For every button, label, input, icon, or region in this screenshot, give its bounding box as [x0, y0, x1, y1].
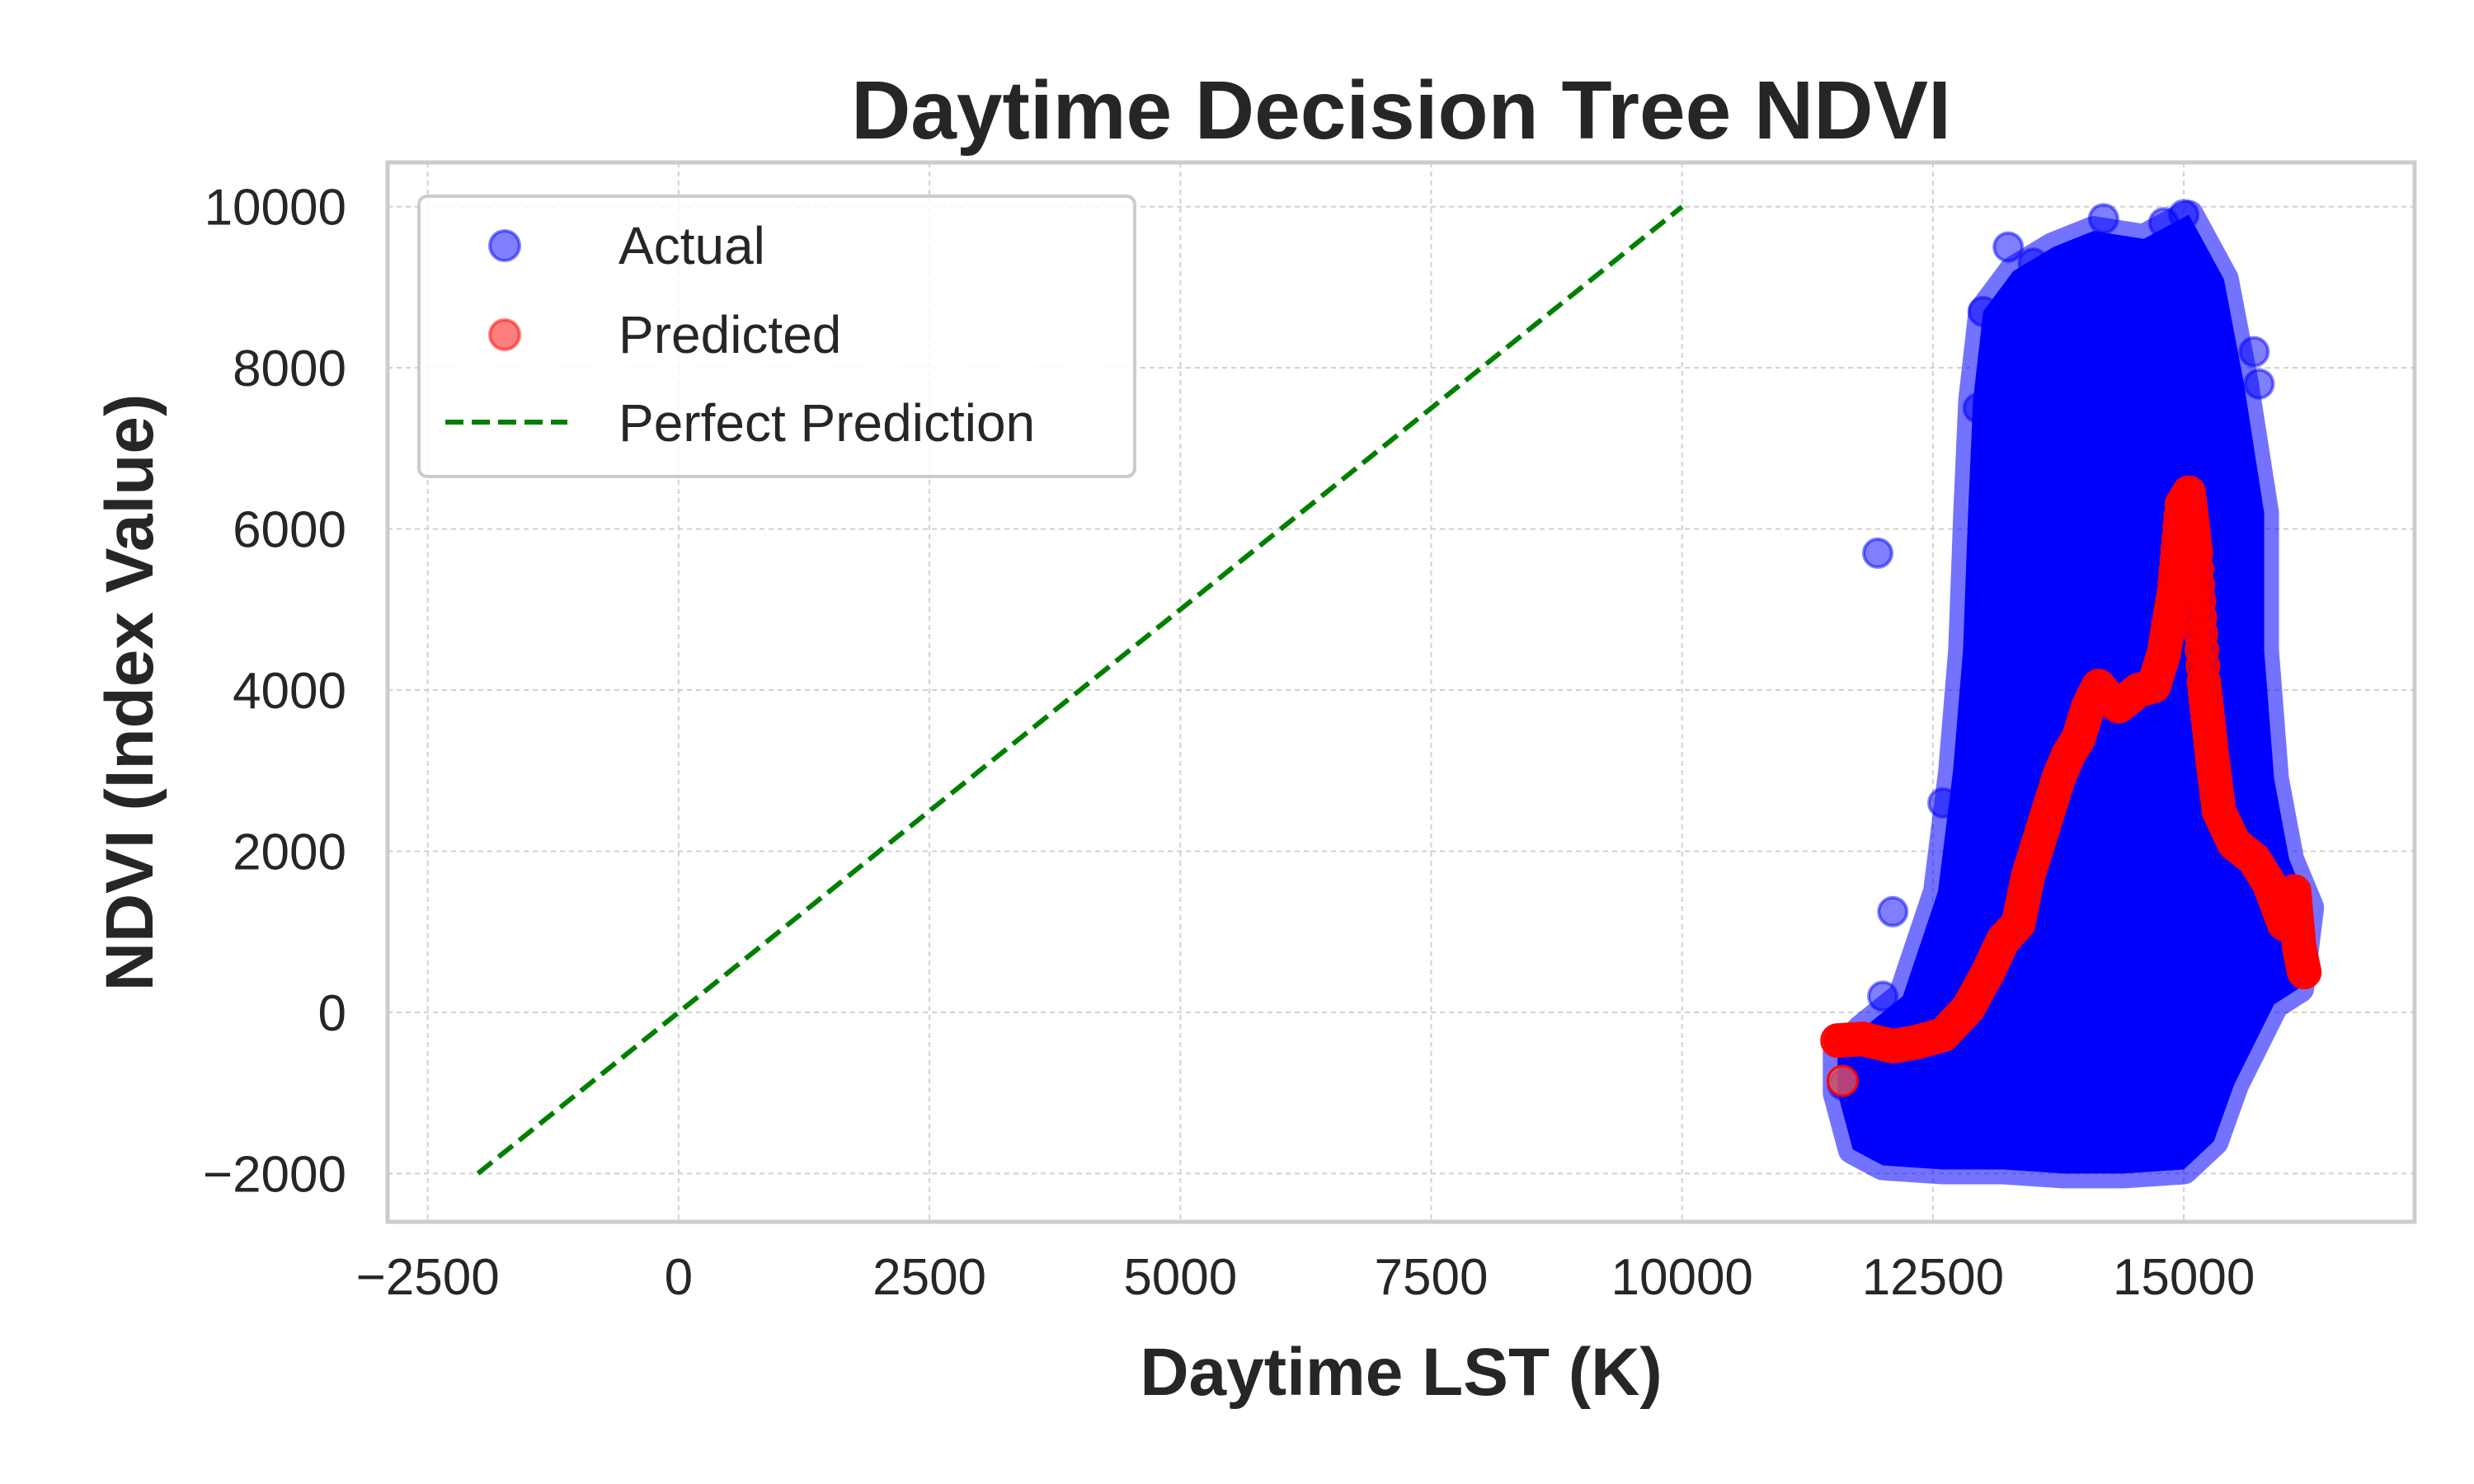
- actual-point: [2243, 368, 2275, 400]
- y-tick-label: 10000: [205, 180, 346, 237]
- actual-point: [2168, 199, 2200, 231]
- legend-actual-label: Actual: [618, 216, 765, 275]
- perfect-prediction-line: [476, 204, 1684, 1176]
- actual-point: [1992, 231, 2025, 263]
- x-tick-label: 12500: [1862, 1249, 2004, 1306]
- x-tick-label: 10000: [1611, 1249, 1753, 1306]
- x-tick-label: 5000: [1123, 1249, 1237, 1306]
- actual-point: [1861, 537, 1893, 569]
- legend-predicted-marker: [488, 318, 521, 351]
- x-tick-label: 2500: [872, 1249, 986, 1306]
- legend-perfect-label: Perfect Prediction: [618, 393, 1035, 453]
- actual-cloud-body: [1823, 200, 2325, 1189]
- plot-frame: [385, 160, 2417, 1224]
- x-tick-label: 15000: [2113, 1249, 2255, 1306]
- y-tick-label: 8000: [233, 340, 346, 397]
- y-tick-label: 0: [318, 985, 346, 1042]
- actual-point: [1962, 392, 1994, 425]
- x-tick-label: −2500: [356, 1249, 500, 1306]
- actual-point: [2017, 247, 2049, 279]
- actual-point: [2238, 336, 2270, 368]
- actual-points: [1827, 199, 2275, 1101]
- predicted-point: [1826, 1064, 1859, 1097]
- x-ticks: −2500 0 2500 5000 7500 10000 12500 15000: [356, 1249, 2255, 1306]
- actual-point: [2087, 203, 2119, 235]
- legend-actual-marker: [488, 229, 521, 262]
- actual-point: [2228, 489, 2260, 521]
- actual-cloud: [1823, 200, 2325, 1189]
- legend-box: [417, 195, 1136, 478]
- predicted-point: [2287, 955, 2322, 990]
- y-tick-label: 4000: [233, 663, 346, 720]
- y-axis-label: NDVI (Index Value): [92, 394, 167, 992]
- x-tick-label: 0: [665, 1249, 693, 1306]
- chart-title: Daytime Decision Tree NDVI: [851, 64, 1951, 157]
- actual-point: [1927, 787, 1959, 819]
- y-ticks: −2000 0 2000 4000 6000 8000 10000: [203, 180, 346, 1204]
- y-tick-label: 2000: [233, 824, 346, 881]
- actual-point: [1967, 295, 1999, 327]
- predicted-points: [1820, 475, 2322, 1097]
- x-tick-label: 7500: [1375, 1249, 1489, 1306]
- legend-predicted-label: Predicted: [618, 305, 841, 364]
- y-tick-label: 6000: [233, 502, 346, 559]
- actual-point: [1877, 895, 1909, 928]
- x-axis-label: Daytime LST (K): [1140, 1335, 1662, 1410]
- y-tick-label: −2000: [203, 1146, 346, 1203]
- legend: Actual Predicted Perfect Prediction: [417, 195, 1136, 478]
- perfect-prediction-line-path: [476, 204, 1684, 1176]
- actual-point: [1867, 980, 1899, 1012]
